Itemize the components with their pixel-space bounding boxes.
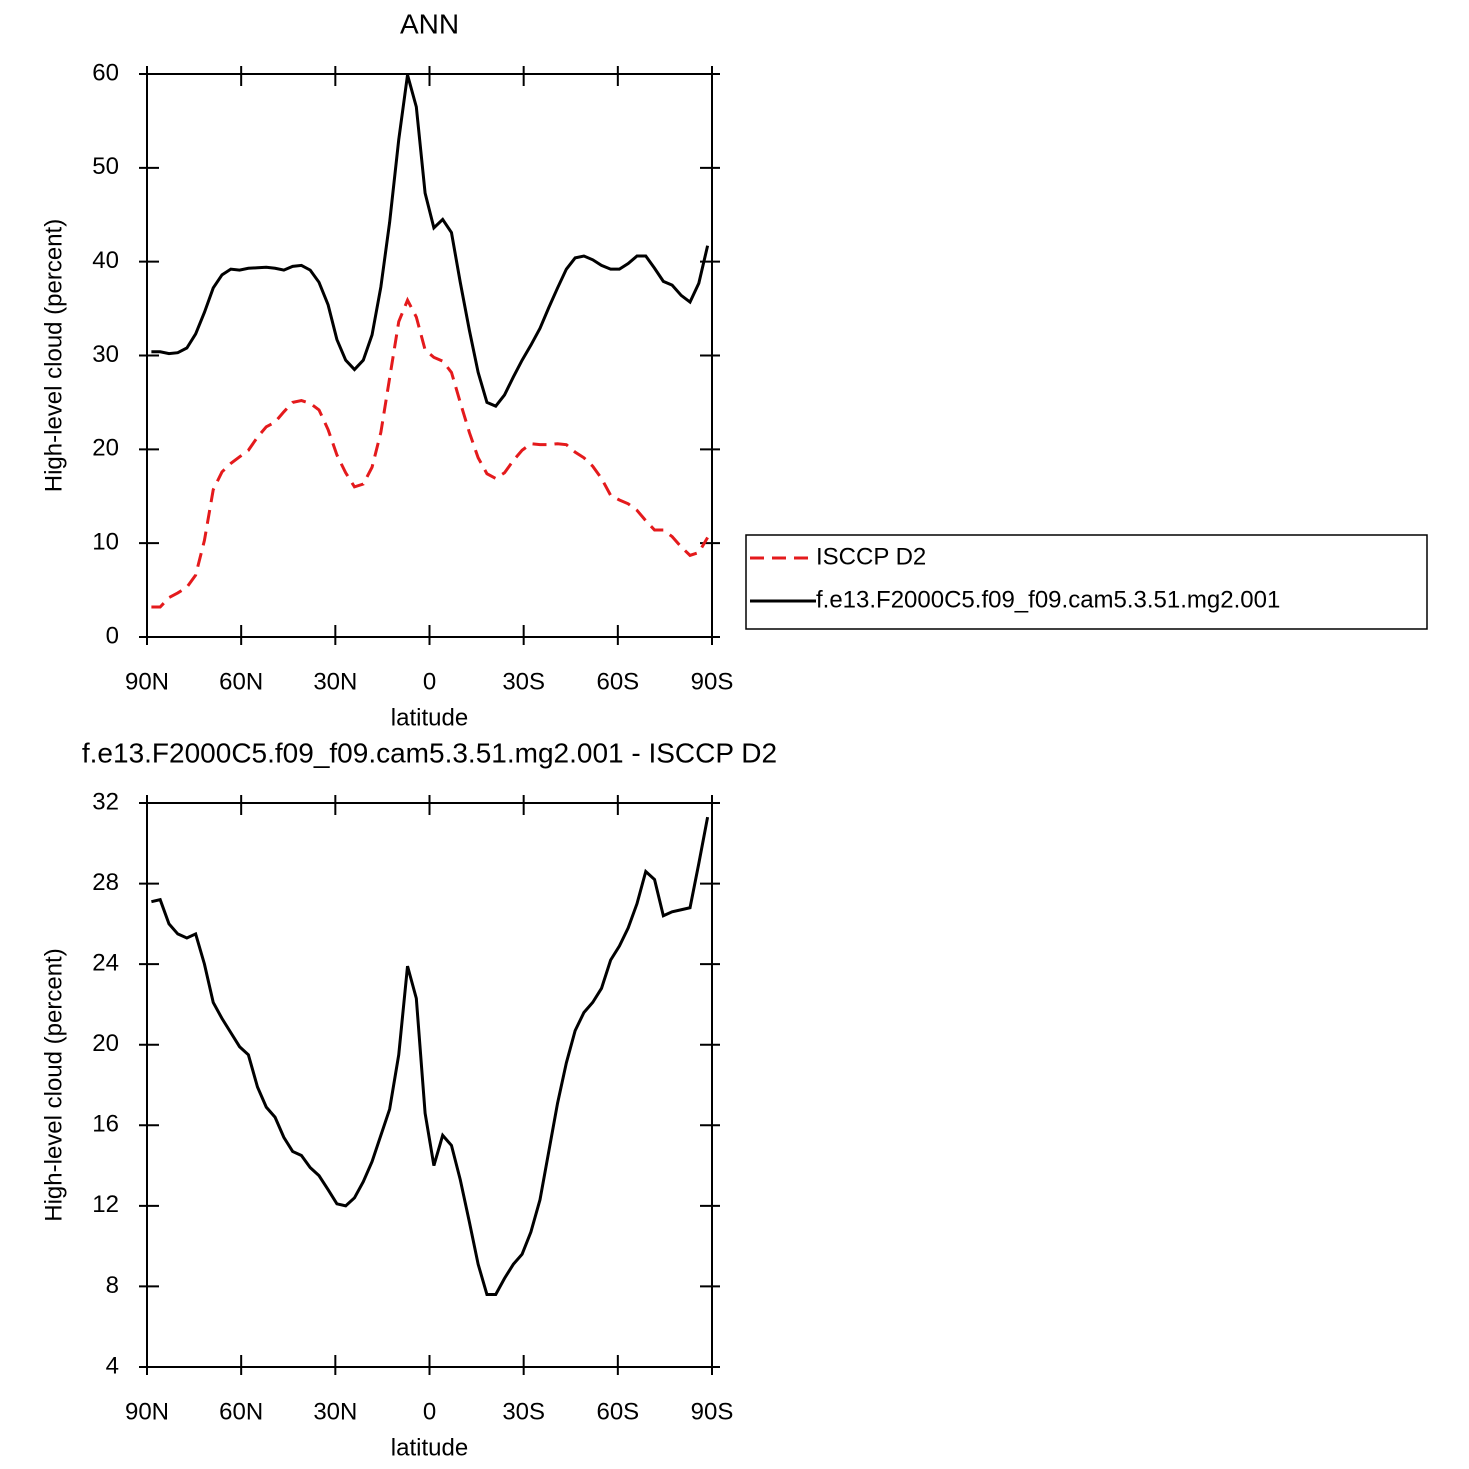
plot-frame — [146, 802, 713, 1368]
y-tick-label: 20 — [92, 435, 119, 462]
y-tick-label: 24 — [92, 949, 119, 976]
y-tick-label: 30 — [92, 341, 119, 368]
x-tick-label: 90N — [125, 1398, 169, 1425]
x-tick-label: 30S — [502, 1398, 545, 1425]
x-tick-label: 60S — [596, 1398, 639, 1425]
y-tick-label: 20 — [92, 1030, 119, 1057]
y-tick-label: 60 — [92, 59, 119, 86]
chart-title: ANN — [400, 8, 459, 39]
x-axis-label: latitude — [391, 1434, 468, 1461]
series-line — [151, 816, 710, 1296]
y-tick-label: 12 — [92, 1191, 119, 1218]
x-axis-label: latitude — [391, 704, 468, 731]
x-tick-label: 90S — [691, 1398, 734, 1425]
y-axis-label: High-level cloud (percent) — [40, 948, 67, 1221]
y-tick-label: 50 — [92, 153, 119, 180]
series-line — [151, 296, 709, 609]
y-tick-label: 10 — [92, 529, 119, 556]
x-tick-label: 30S — [502, 668, 545, 695]
x-tick-label: 60N — [219, 668, 263, 695]
legend-box — [745, 534, 1428, 630]
y-tick-label: 40 — [92, 247, 119, 274]
legend-label: f.e13.F2000C5.f09_f09.cam5.3.51.mg2.001 — [816, 586, 1280, 613]
x-tick-label: 60N — [219, 1398, 263, 1425]
y-tick-label: 32 — [92, 788, 119, 815]
y-tick-label: 28 — [92, 869, 119, 896]
y-tick-label: 8 — [106, 1272, 119, 1299]
chart-title: f.e13.F2000C5.f09_f09.cam5.3.51.mg2.001 … — [82, 737, 777, 768]
x-tick-label: 0 — [423, 1398, 436, 1425]
x-tick-label: 90S — [691, 668, 734, 695]
legend-label: ISCCP D2 — [816, 543, 926, 570]
x-tick-label: 60S — [596, 668, 639, 695]
y-tick-label: 0 — [106, 622, 119, 649]
y-tick-label: 4 — [106, 1352, 119, 1379]
x-tick-label: 30N — [313, 1398, 357, 1425]
series-line — [151, 74, 710, 409]
y-axis-label: High-level cloud (percent) — [40, 219, 67, 492]
x-tick-label: 0 — [423, 668, 436, 695]
y-tick-label: 16 — [92, 1111, 119, 1138]
x-tick-label: 90N — [125, 668, 169, 695]
x-tick-label: 30N — [313, 668, 357, 695]
